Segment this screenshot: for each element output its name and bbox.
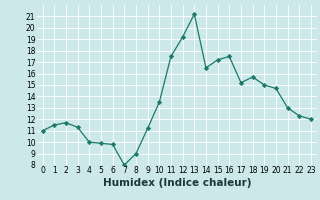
- X-axis label: Humidex (Indice chaleur): Humidex (Indice chaleur): [102, 178, 251, 188]
